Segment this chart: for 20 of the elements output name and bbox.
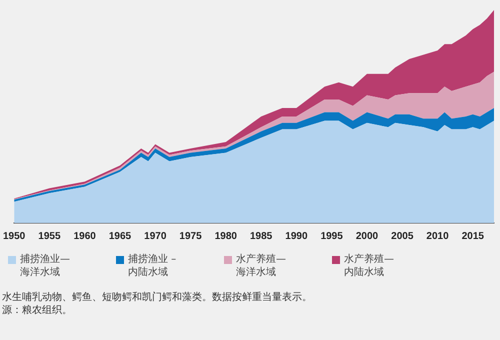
x-tick-label: 1950	[3, 230, 26, 242]
x-tick-label: 1955	[38, 230, 61, 242]
x-tick-label: 1965	[108, 230, 132, 242]
legend-label: 捕捞渔业—海洋水域	[20, 253, 70, 279]
x-tick-label: 1975	[179, 230, 202, 242]
x-tick-label: 1990	[285, 230, 308, 242]
x-tick-label: 2010	[426, 230, 450, 242]
x-tick-label: 1985	[250, 230, 273, 242]
x-tick-label: 1970	[144, 230, 167, 242]
text: 水生哺乳动物、鳄鱼、短吻鳄和凯门鳄和藻类。数据按鲜重当量表示。	[2, 291, 313, 304]
x-tick-label: 2015	[462, 230, 484, 242]
legend-label: 捕捞渔业 –内陆水域	[128, 253, 178, 279]
x-tick-label: 2005	[391, 230, 414, 242]
x-tick-label: 1980	[214, 230, 238, 242]
x-tick-label: 2000	[356, 230, 379, 242]
legend-label: 水产养殖—海洋水域	[236, 253, 286, 279]
x-tick-label: 1995	[320, 230, 344, 242]
x-tick-label: 1960	[74, 230, 96, 242]
text: 源：粮农组织。	[2, 304, 73, 317]
legend-label: 水产养殖—内陆水域	[344, 253, 394, 279]
